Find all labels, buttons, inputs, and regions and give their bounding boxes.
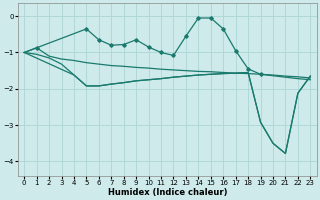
X-axis label: Humidex (Indice chaleur): Humidex (Indice chaleur) bbox=[108, 188, 227, 197]
